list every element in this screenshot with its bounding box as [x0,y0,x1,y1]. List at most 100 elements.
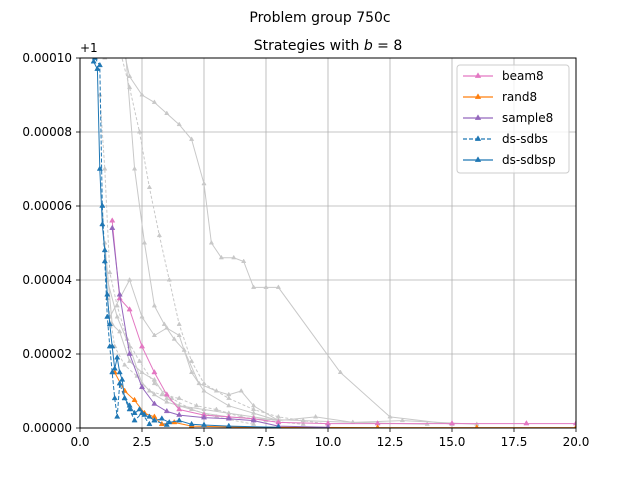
legend-marker [474,156,482,162]
y-axis: 0.00000 0.00002 0.00004 0.00006 0.00008 0.000… [22,51,80,435]
y-tick-label: 0.00008 [22,125,72,139]
background-series-line [97,92,257,426]
background-series-point [139,92,145,97]
legend-item-beam8: beam8 [463,69,544,83]
background-series-point [188,369,195,374]
background-series-point [136,129,143,134]
background-series-point [136,358,143,363]
series-point [448,420,456,426]
background-series-line [125,58,282,423]
x-tick-label: 10.0 [315,435,342,449]
background-series-point [141,240,148,245]
background-series-point [161,321,167,326]
y-tick-label: 0.00010 [22,51,72,65]
series-point [121,394,128,401]
legend-label: ds-sdbs [502,132,548,146]
background-series-point [226,402,232,408]
background-series-point [176,121,182,127]
background-series-point [151,99,158,104]
background-series-point [196,380,202,386]
background-series-point [188,358,195,363]
series-point [109,224,116,230]
series-point [111,365,118,371]
chart-title-prefix: Strategies with [254,38,364,54]
legend-marker [474,114,482,120]
series-point [163,407,170,414]
series-point [104,291,111,297]
background-series-point [126,277,133,282]
y-tick-label: 0.00002 [22,347,72,361]
background-series-point [151,380,158,386]
background-series-point [188,406,195,411]
series-point [131,396,138,402]
series-point [325,423,331,428]
background-series-point [201,180,207,186]
series-point [158,415,165,421]
background-series-point [126,73,133,78]
x-tick-label: 0.0 [70,435,89,449]
background-series-point [151,332,158,337]
background-series-point [126,358,133,363]
series-point [101,258,108,264]
series-point [131,417,138,423]
series-point [163,421,170,427]
series-point [131,409,138,415]
series-point [96,165,103,171]
y-tick-label: 0.00004 [22,273,72,287]
series-point [96,61,103,68]
background-series-point [131,166,138,171]
series-point [250,417,257,423]
x-axis: 0.0 2.5 5.0 7.5 10.0 12.5 15.0 17.5 20.0 [70,428,589,449]
series-point [375,424,380,428]
series-point [90,58,97,64]
legend-marker [474,93,482,99]
series-point [474,424,480,428]
series-point [116,295,123,301]
background-series-point [337,369,344,374]
background-series-point [164,399,170,404]
series-point [176,417,183,423]
background-series-point [208,240,215,245]
background-series-point [122,362,128,367]
y-tick-label: 0.00000 [22,421,72,435]
series-point [119,376,126,382]
series-point [523,420,530,426]
series-point [106,320,113,327]
background-series-point [107,269,113,275]
background-series-point [151,302,158,308]
series-point [94,65,101,71]
series-point [188,420,195,427]
background-series-point [241,258,247,263]
background-series-point [171,336,177,341]
series-ds-sdbsp [90,58,281,428]
background-series-point [250,402,257,408]
series-point [109,369,116,375]
series-point [176,406,183,412]
background-series-point [312,413,319,419]
series-point [126,350,133,356]
series-point [99,221,106,227]
x-tick-label: 15.0 [439,435,466,449]
background-series-point [114,314,120,319]
series [90,58,576,428]
series-point [116,291,123,297]
series-point [163,391,170,397]
background-series-point [250,421,257,426]
background-series-point [300,421,306,426]
series-point [146,420,153,427]
y-tick-label: 0.00006 [22,199,72,213]
background-series-point [181,347,187,352]
x-tick-label: 2.5 [132,435,151,449]
series-point [109,217,116,223]
background-series-point [159,391,165,397]
series-point [116,369,123,375]
series-point [572,420,576,426]
legend-item-ds-sdbs: ds-sdbs [463,132,548,146]
legend-item-ds-sdbsp: ds-sdbsp [463,153,556,167]
series-point [151,417,158,423]
y-offset-label: +1 [80,41,98,55]
series-point [176,411,183,417]
series-point [111,394,118,401]
background-series-point [213,406,220,411]
